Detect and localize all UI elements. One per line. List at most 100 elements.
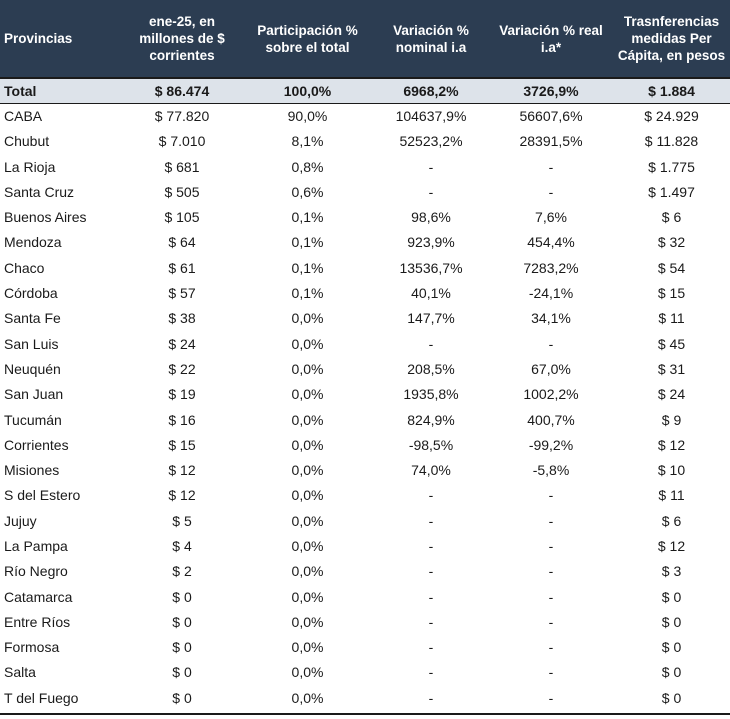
cell-share: 0,0% [291, 487, 324, 504]
cell-nominal: 923,9% [407, 234, 455, 251]
header-variacion-nominal: Variación % nominal i.a [393, 22, 469, 55]
cell-real: -24,1% [528, 285, 574, 302]
cell-amount: $ 15 [168, 436, 196, 453]
cell-amount: $ 5 [172, 512, 192, 529]
cell-real: 34,1% [531, 310, 571, 327]
table-row: San Juan $ 19 0,0% 1935,8% 1002,2% $ 24 [0, 382, 730, 407]
cell-province: Santa Fe [4, 310, 61, 327]
cell-province: Corrientes [4, 436, 69, 453]
cell-nominal: 147,7% [407, 310, 455, 327]
cell-per-capita: $ 1.497 [648, 183, 695, 200]
cell-real: 7283,2% [523, 259, 579, 276]
cell-province: T del Fuego [4, 689, 79, 706]
cell-real: - [548, 613, 554, 630]
cell-province: Santa Cruz [4, 183, 75, 200]
cell-per-capita: $ 9 [661, 411, 682, 428]
cell-amount: $ 0 [172, 664, 192, 681]
cell-real: - [548, 639, 554, 656]
cell-province: Misiones [4, 462, 60, 479]
cell-nominal: - [428, 563, 434, 580]
cell-province: Entre Ríos [4, 613, 71, 630]
cell-amount: $ 681 [164, 158, 200, 175]
cell-real: 67,0% [531, 360, 571, 377]
cell-real: 400,7% [527, 411, 575, 428]
cell-province: Tucumán [4, 411, 62, 428]
cell-share: 0,6% [291, 183, 324, 200]
cell-real: - [548, 487, 554, 504]
cell-nominal: 13536,7% [399, 259, 463, 276]
header-row: Provincias ene-25, en millones de $ corr… [0, 0, 730, 78]
cell-per-capita: $ 32 [657, 234, 686, 251]
header-per-capita: Trasnferencias medidas Per Cápita, en pe… [617, 14, 726, 63]
total-row: Total $ 86.474 100,0% 6968,2% 3726,9% $ … [0, 78, 730, 104]
cell-share: 0,1% [291, 285, 324, 302]
cell-share: 0,0% [291, 537, 324, 554]
table-row: La Rioja $ 681 0,8% - - $ 1.775 [0, 154, 730, 179]
table-row: Entre Ríos $ 0 0,0% - - $ 0 [0, 609, 730, 634]
cell-real: - [548, 335, 554, 352]
cell-share: 0,0% [291, 689, 324, 706]
cell-share: 0,0% [291, 335, 324, 352]
cell-amount: $ 505 [164, 183, 200, 200]
cell-share: 8,1% [291, 133, 324, 150]
cell-amount: $ 0 [172, 613, 192, 630]
cell-nominal: 52523,2% [399, 133, 463, 150]
table-row: Buenos Aires $ 105 0,1% 98,6% 7,6% $ 6 [0, 204, 730, 229]
cell-share: 0,0% [291, 613, 324, 630]
table-row: Catamarca $ 0 0,0% - - $ 0 [0, 584, 730, 609]
cell-amount: $ 22 [168, 360, 196, 377]
cell-real: - [548, 158, 554, 175]
cell-per-capita: $ 0 [661, 664, 682, 681]
cell-amount: $ 0 [172, 639, 192, 656]
cell-share: 0,0% [291, 436, 324, 453]
cell-per-capita: $ 6 [661, 512, 682, 529]
cell-real: 7,6% [535, 209, 567, 226]
cell-amount: $ 77.820 [154, 108, 210, 125]
table-row: San Luis $ 24 0,0% - - $ 45 [0, 331, 730, 356]
cell-province: Jujuy [4, 512, 37, 529]
cell-share: 0,1% [291, 259, 324, 276]
cell-share: 0,1% [291, 209, 324, 226]
header-variacion-real: Variación % real i.a* [499, 22, 603, 55]
table-row: Jujuy $ 5 0,0% - - $ 6 [0, 508, 730, 533]
cell-nominal: - [428, 639, 434, 656]
cell-share: 0,1% [291, 234, 324, 251]
cell-province: Chubut [4, 133, 50, 150]
table-row: Formosa $ 0 0,0% - - $ 0 [0, 635, 730, 660]
cell-real: - [548, 183, 554, 200]
cell-real: 454,4% [527, 234, 575, 251]
cell-amount: $ 16 [168, 411, 196, 428]
cell-nominal: 824,9% [407, 411, 455, 428]
table-row: T del Fuego $ 0 0,0% - - $ 0 [0, 685, 730, 710]
table-row: Córdoba $ 57 0,1% 40,1% -24,1% $ 15 [0, 280, 730, 305]
cell-per-capita: $ 11.828 [644, 133, 699, 150]
cell-share: 90,0% [287, 108, 328, 125]
cell-province: CABA [4, 108, 43, 125]
table-body: Total $ 86.474 100,0% 6968,2% 3726,9% $ … [0, 78, 730, 710]
total-cell-per-capita: $ 1.884 [648, 82, 695, 99]
cell-per-capita: $ 10 [657, 462, 686, 479]
cell-real: - [548, 664, 554, 681]
table-row: CABA $ 77.820 90,0% 104637,9% 56607,6% $ 24.9… [0, 103, 730, 128]
cell-province: Catamarca [4, 588, 73, 605]
table-row: Tucumán $ 16 0,0% 824,9% 400,7% $ 9 [0, 407, 730, 432]
cell-province: San Juan [4, 386, 64, 403]
cell-per-capita: $ 45 [657, 335, 686, 352]
cell-per-capita: $ 1.775 [648, 158, 695, 175]
table-bottom-border [0, 713, 730, 715]
cell-amount: $ 12 [168, 462, 196, 479]
cell-province: S del Estero [4, 487, 81, 504]
cell-amount: $ 24 [168, 335, 196, 352]
cell-nominal: - [428, 512, 434, 529]
cell-per-capita: $ 24 [657, 386, 686, 403]
total-cell-share: 100,0% [283, 82, 332, 99]
header-provincias: Provincias [4, 31, 73, 46]
table-row: Chaco $ 61 0,1% 13536,7% 7283,2% $ 54 [0, 255, 730, 280]
cell-real: -5,8% [532, 462, 570, 479]
cell-per-capita: $ 6 [661, 209, 682, 226]
cell-nominal: - [428, 487, 434, 504]
cell-real: 28391,5% [519, 133, 583, 150]
cell-nominal: - [428, 689, 434, 706]
cell-per-capita: $ 12 [657, 537, 686, 554]
cell-amount: $ 0 [172, 588, 192, 605]
